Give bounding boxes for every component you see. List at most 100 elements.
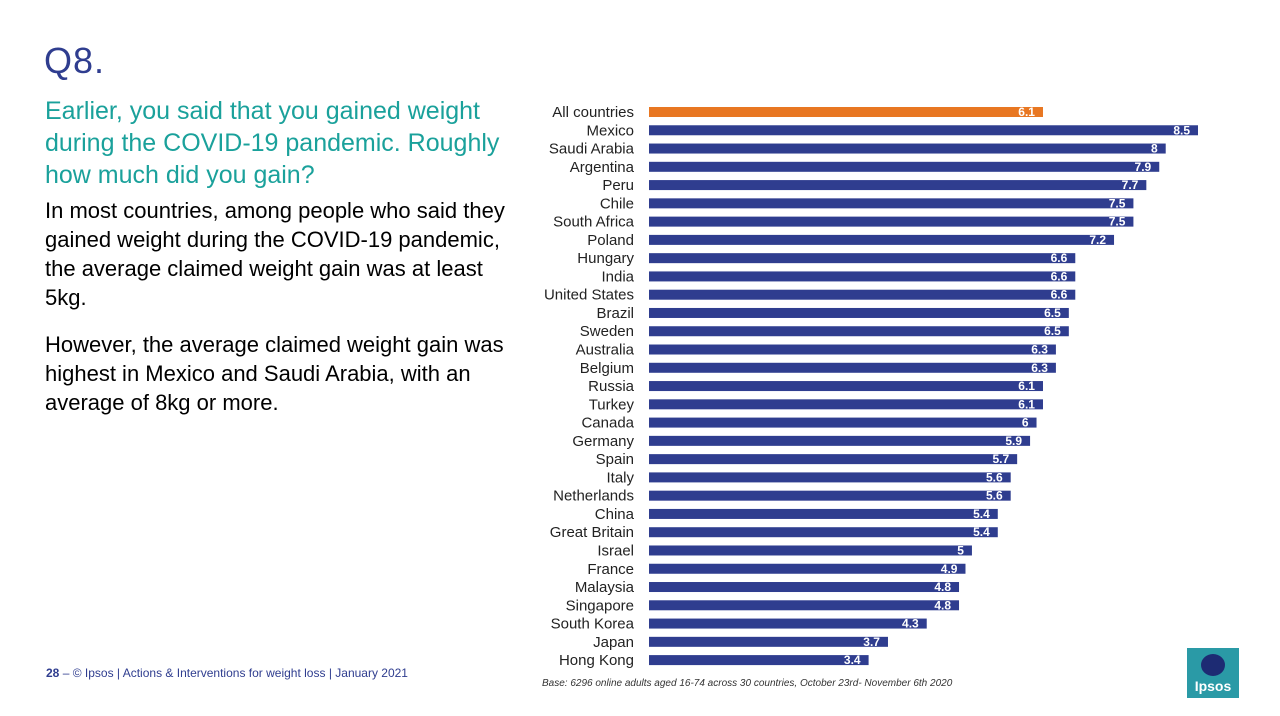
category-label: Singapore [566, 597, 634, 614]
bar [649, 216, 1134, 227]
bar [649, 161, 1160, 172]
category-label: South Africa [553, 214, 635, 231]
category-label: Israel [597, 542, 634, 559]
category-label: Canada [581, 415, 634, 432]
category-label: Turkey [589, 396, 635, 413]
category-label: Australia [576, 342, 635, 359]
category-label: Great Britain [550, 524, 634, 541]
value-label: 6.1 [1018, 105, 1035, 119]
ipsos-logo: Ipsos [1187, 648, 1239, 698]
bar [649, 454, 1018, 465]
ipsos-logo-text: Ipsos [1194, 678, 1232, 694]
value-label: 5 [957, 543, 964, 557]
category-label: Russia [588, 378, 635, 395]
value-label: 6.6 [1051, 288, 1068, 302]
category-label: Mexico [586, 122, 634, 139]
bar [649, 636, 888, 647]
bar [649, 563, 966, 574]
value-label: 6.6 [1051, 251, 1068, 265]
bar [649, 417, 1037, 428]
category-label: Malaysia [575, 579, 635, 596]
footer-separator: – [62, 666, 70, 680]
value-label: 4.8 [934, 580, 951, 594]
category-label: France [587, 561, 634, 578]
value-label: 6.3 [1031, 343, 1048, 357]
bar [649, 326, 1069, 337]
value-label: 8 [1151, 142, 1158, 156]
category-label: Brazil [596, 305, 634, 322]
bar [649, 655, 869, 666]
value-label: 7.5 [1109, 196, 1126, 210]
category-label: Netherlands [553, 488, 634, 505]
category-label: Italy [606, 469, 634, 486]
bar [649, 490, 1011, 501]
category-label: South Korea [551, 616, 635, 633]
value-label: 4.8 [934, 598, 951, 612]
value-label: 7.2 [1089, 233, 1106, 247]
value-label: 6.1 [1018, 379, 1035, 393]
bar [649, 381, 1043, 392]
value-label: 3.4 [844, 653, 861, 667]
bar [649, 600, 960, 611]
base-note: Base: 6296 online adults aged 16-74 acro… [542, 678, 953, 689]
category-label: All countries [552, 104, 634, 121]
category-label: Argentina [570, 159, 635, 176]
category-label: Hong Kong [559, 652, 634, 669]
page-number: 28 [46, 666, 60, 680]
value-label: 6.6 [1051, 269, 1068, 283]
bar [649, 508, 998, 519]
bar [649, 307, 1069, 318]
bar [649, 472, 1011, 483]
value-label: 6 [1022, 416, 1029, 430]
bar [649, 253, 1076, 264]
bar [649, 234, 1115, 245]
value-label: 5.6 [986, 470, 1003, 484]
bar [649, 143, 1166, 154]
bar [649, 125, 1198, 136]
value-label: 6.3 [1031, 361, 1048, 375]
question-text: Earlier, you said that you gained weight… [45, 97, 500, 189]
category-label: Spain [596, 451, 634, 468]
category-label: India [601, 268, 634, 285]
summary-paragraph-1: In most countries, among people who said… [45, 198, 505, 310]
category-label: Hungary [577, 250, 634, 267]
value-label: 7.5 [1109, 215, 1126, 229]
category-label: Sweden [580, 323, 634, 340]
category-label: Chile [600, 195, 634, 212]
bar [649, 362, 1056, 373]
question-number: Q8. [44, 40, 106, 81]
bar [649, 180, 1147, 191]
footer-text: © Ipsos | Actions & Interventions for we… [72, 666, 408, 680]
category-label: China [595, 506, 635, 523]
value-label: 6.5 [1044, 306, 1061, 320]
bar [649, 271, 1076, 282]
bar [649, 344, 1056, 355]
value-label: 7.9 [1135, 160, 1152, 174]
summary-paragraph-2: However, the average claimed weight gain… [45, 332, 504, 415]
category-label: United States [544, 287, 634, 304]
bar [649, 582, 960, 593]
bar [649, 198, 1134, 209]
value-label: 3.7 [863, 635, 880, 649]
bar [649, 435, 1031, 446]
summary-text: In most countries, among people who said… [45, 196, 515, 435]
bar [649, 399, 1043, 410]
ipsos-logo-icon [1201, 654, 1225, 676]
category-label: Belgium [580, 360, 634, 377]
category-label: Poland [587, 232, 634, 249]
value-label: 6.1 [1018, 397, 1035, 411]
value-label: 4.9 [941, 562, 958, 576]
value-label: 5.9 [1005, 434, 1022, 448]
value-label: 5.7 [992, 452, 1009, 466]
value-label: 7.7 [1122, 178, 1139, 192]
value-label: 8.5 [1173, 123, 1190, 137]
footer: 28 – © Ipsos | Actions & Interventions f… [46, 666, 408, 680]
category-label: Japan [593, 634, 634, 651]
bar [649, 527, 998, 538]
bar [649, 618, 927, 629]
category-label: Germany [572, 433, 634, 450]
bar [649, 107, 1043, 117]
bar [649, 289, 1076, 300]
bar [649, 545, 972, 556]
